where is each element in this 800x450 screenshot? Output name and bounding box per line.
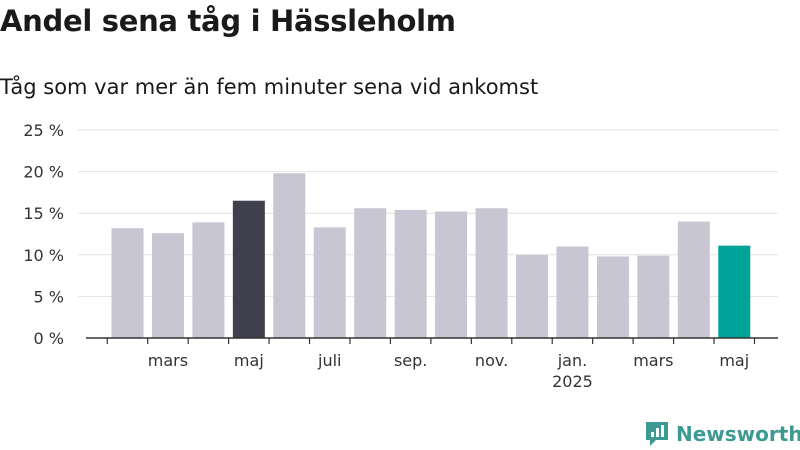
brand: Newsworthy bbox=[644, 420, 800, 448]
x-tick-label: mars bbox=[633, 351, 673, 370]
x-tick-label: mars bbox=[148, 351, 188, 370]
bar-2025-03 bbox=[637, 255, 670, 338]
x-tick-label: juli bbox=[317, 351, 341, 370]
bar-2024-03 bbox=[151, 233, 184, 338]
x-tick-label: jan. bbox=[557, 351, 587, 370]
y-tick-label: 25 % bbox=[23, 121, 64, 140]
x-tick-sublabel: 2025 bbox=[552, 372, 593, 391]
bar-2025-05 bbox=[718, 245, 751, 338]
bar-2024-07 bbox=[313, 227, 346, 338]
bar-2024-08 bbox=[354, 208, 387, 338]
bar-2025-02 bbox=[596, 256, 629, 338]
y-tick-label: 5 % bbox=[34, 287, 64, 306]
x-tick-label: maj bbox=[234, 351, 264, 370]
bar-2024-12 bbox=[516, 254, 548, 338]
x-tick-label: maj bbox=[719, 351, 749, 370]
bar-2024-05 bbox=[232, 200, 265, 338]
bar-2024-04 bbox=[192, 222, 225, 338]
bar-2024-09 bbox=[394, 209, 427, 338]
bar-2024-02 bbox=[111, 228, 144, 338]
brand-name: Newsworthy bbox=[676, 422, 800, 446]
chart-title: Andel sena tåg i Hässleholm bbox=[0, 4, 456, 38]
bar-2024-06 bbox=[273, 173, 306, 338]
y-tick-label: 0 % bbox=[34, 329, 64, 348]
y-tick-label: 20 % bbox=[23, 163, 64, 182]
bar-2024-10 bbox=[435, 211, 468, 338]
bar-2025-01 bbox=[556, 246, 589, 338]
bar-2025-04 bbox=[677, 221, 710, 338]
x-tick-label: nov. bbox=[475, 351, 508, 370]
y-tick-label: 10 % bbox=[23, 246, 64, 265]
chart-subtitle: Tåg som var mer än fem minuter sena vid … bbox=[0, 75, 539, 99]
bar-2024-11 bbox=[475, 208, 508, 338]
newsworthy-logo-icon bbox=[646, 422, 668, 446]
y-tick-label: 15 % bbox=[23, 204, 64, 223]
x-tick-label: sep. bbox=[394, 351, 427, 370]
